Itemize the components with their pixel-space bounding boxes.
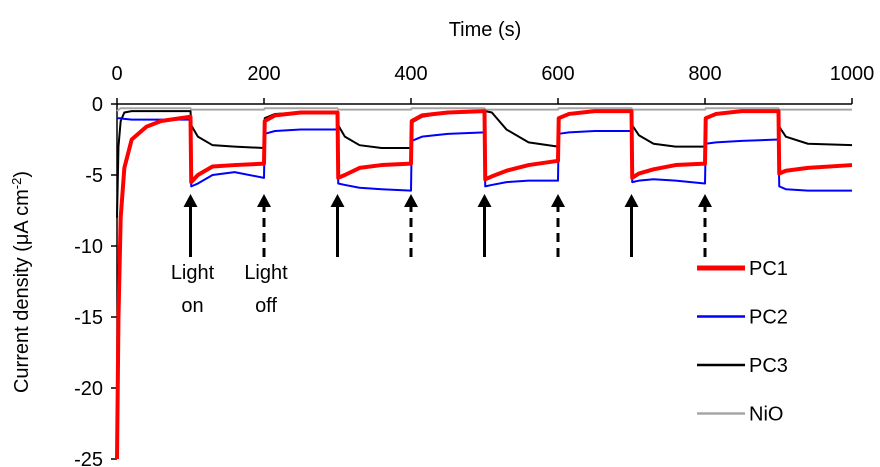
arrow-head <box>183 194 198 207</box>
legend-label: NiO <box>749 404 783 426</box>
arrow-head <box>330 194 345 207</box>
arrow-head <box>404 194 418 207</box>
x-tick-label: 400 <box>394 63 427 85</box>
x-tick-label: 200 <box>247 63 280 85</box>
y-label-text: Current density (μA cm <box>11 189 33 393</box>
arrow-head <box>551 194 565 207</box>
x-tick-label: 1000 <box>830 63 875 85</box>
arrow-head <box>477 194 492 207</box>
arrow-head <box>257 194 271 207</box>
y-tick-label: -20 <box>74 378 103 400</box>
legend-label: PC1 <box>749 258 788 280</box>
y-tick-label: -15 <box>74 307 103 329</box>
annotation: on <box>181 295 203 317</box>
annotation: Light <box>171 262 215 284</box>
y-label-end: ) <box>11 171 33 178</box>
y-tick-label: -5 <box>85 165 103 187</box>
y-axis-title: Current density (μA cm-2) <box>9 171 33 393</box>
series-line <box>115 109 853 460</box>
series-line <box>116 107 852 112</box>
annotation: off <box>255 295 277 317</box>
legend-label: PC2 <box>749 307 788 329</box>
y-tick-label: 0 <box>92 94 103 116</box>
y-tick-label: -25 <box>74 449 103 467</box>
x-axis-title: Time (s) <box>449 19 522 41</box>
x-tick-label: 600 <box>541 63 574 85</box>
annotation: Light <box>244 262 288 284</box>
y-tick-label: -10 <box>74 236 103 258</box>
arrow-head <box>624 194 639 207</box>
y-label-sup: -2 <box>9 178 24 190</box>
legend-label: PC3 <box>749 355 788 377</box>
arrow-head <box>698 194 712 207</box>
x-tick-label: 800 <box>688 63 721 85</box>
x-tick-label: 0 <box>111 63 122 85</box>
